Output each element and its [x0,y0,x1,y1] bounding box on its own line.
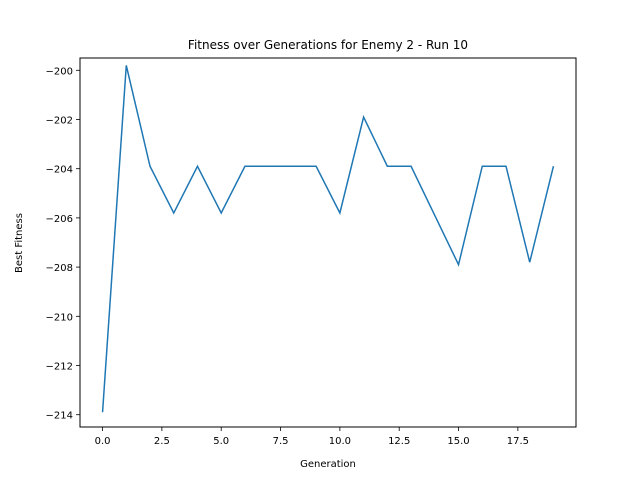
x-tick-label: 15.0 [447,436,469,447]
x-axis-ticks: 0.0 2.5 5.0 7.5 10.0 12.5 15.0 17.5 [95,427,529,447]
plot-area [101,65,555,413]
y-axis-ticks: −214 −212 −210 −208 −206 −204 −202 −200 [46,66,80,422]
x-tick-label: 2.5 [154,436,170,447]
x-tick-label: 12.5 [388,436,410,447]
y-tick-label: −214 [46,411,73,422]
chart-title: Fitness over Generations for Enemy 2 - R… [188,38,468,52]
x-tick-label: 0.0 [95,436,111,447]
x-axis-label: Generation [300,459,356,470]
y-tick-label: −208 [46,263,73,274]
x-tick-label: 10.0 [329,436,351,447]
x-tick-label: 17.5 [507,436,529,447]
y-tick-label: −202 [46,116,73,127]
series-line-0 [101,65,555,413]
x-tick-label: 5.0 [213,436,229,447]
y-tick-label: −204 [46,165,73,176]
y-tick-label: −210 [46,312,73,323]
y-tick-label: −206 [46,214,73,225]
y-tick-label: −200 [46,66,73,77]
axes-frame [79,57,577,428]
y-axis-label: Best Fitness [14,213,25,273]
x-tick-label: 7.5 [273,436,289,447]
y-tick-label: −212 [46,362,73,373]
